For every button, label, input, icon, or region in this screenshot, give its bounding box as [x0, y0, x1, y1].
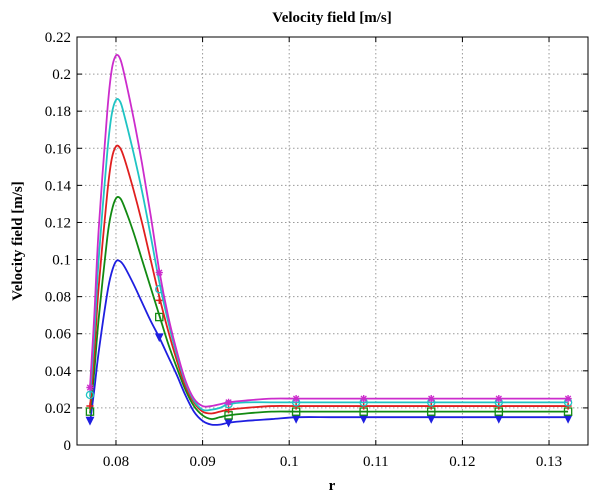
plot-frame — [76, 36, 589, 446]
data-point-marker — [292, 395, 300, 403]
x-axis-label: r — [329, 478, 336, 493]
y-tick-label: 0.14 — [45, 178, 72, 194]
y-tick-label: 0.2 — [52, 67, 71, 83]
x-axis-ticks: 0.08 0.09 0.1 0.11 0.12 0.13 — [103, 37, 562, 470]
data-series — [85, 98, 573, 412]
y-tick-label: 0 — [64, 438, 72, 454]
series-line — [89, 144, 569, 415]
y-tick-label: 0.18 — [45, 104, 71, 120]
y-tick-label: 0.02 — [45, 401, 71, 417]
series-line — [89, 196, 569, 420]
series-line — [89, 98, 569, 412]
data-point-marker — [426, 414, 436, 424]
data-series — [85, 259, 573, 428]
data-point-marker — [224, 398, 233, 406]
data-point-marker — [154, 333, 164, 343]
series-layer — [85, 53, 573, 428]
data-point-marker — [427, 395, 435, 403]
chart-title: Velocity field [m/s] — [272, 10, 391, 26]
x-tick-label: 0.13 — [536, 454, 562, 470]
series-line — [89, 53, 569, 408]
x-tick-label: 0.09 — [189, 454, 215, 470]
data-point-marker — [495, 395, 503, 403]
x-tick-label: 0.08 — [103, 454, 129, 470]
data-point-marker — [86, 383, 94, 392]
x-tick-label: 0.1 — [280, 454, 299, 470]
y-tick-label: 0.1 — [52, 253, 71, 269]
data-point-marker — [85, 390, 95, 400]
data-series — [85, 196, 573, 420]
y-tick-label: 0.16 — [45, 141, 72, 157]
y-axis-label: Velocity field [m/s] — [10, 181, 26, 300]
data-point-marker — [155, 312, 164, 322]
x-tick-label: 0.12 — [449, 454, 475, 470]
y-tick-label: 0.22 — [45, 30, 71, 46]
y-axis-ticks: 0 0.02 0.04 0.06 0.08 0.1 0.12 0.14 0.16 0.18 0.2 0… — [45, 30, 588, 454]
data-point-marker — [155, 268, 163, 277]
data-point-marker — [86, 402, 94, 410]
data-point-marker — [360, 395, 368, 403]
data-point-marker — [494, 414, 504, 424]
x-tick-label: 0.11 — [363, 454, 389, 470]
y-tick-label: 0.08 — [45, 290, 71, 306]
series-line — [89, 259, 569, 426]
data-point-marker — [359, 414, 369, 424]
data-point-marker — [563, 414, 573, 424]
data-series — [86, 53, 572, 408]
data-point-marker — [564, 395, 572, 403]
grid-lines — [77, 36, 588, 446]
data-point-marker — [85, 416, 95, 426]
data-point-marker — [155, 296, 163, 304]
y-tick-label: 0.06 — [45, 327, 72, 343]
data-point-marker — [291, 414, 301, 424]
y-tick-label: 0.04 — [45, 364, 72, 380]
y-tick-label: 0.12 — [45, 215, 71, 231]
